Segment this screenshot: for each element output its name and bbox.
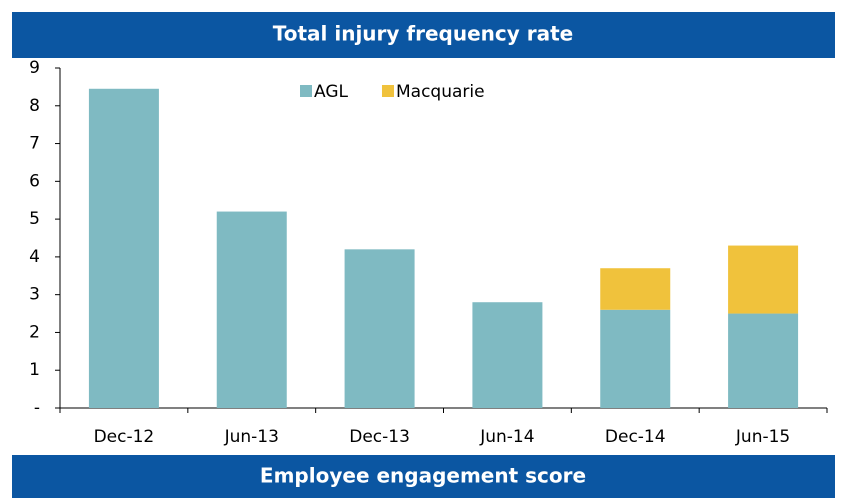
x-tick-label: Dec-12 (94, 427, 155, 447)
bar (600, 268, 671, 310)
bar (728, 313, 799, 408)
y-tick-label: 9 (29, 58, 40, 78)
x-tick-label: Dec-14 (605, 427, 666, 447)
bar (600, 309, 671, 408)
legend-label: Macquarie (396, 82, 485, 102)
legend-swatch (381, 85, 394, 97)
footer-title: Employee engagement score (260, 464, 586, 488)
bar (728, 245, 799, 314)
x-tick-label: Jun-15 (735, 427, 790, 447)
y-tick-label: 6 (29, 171, 40, 191)
bar (344, 249, 415, 408)
legend-swatch (300, 85, 312, 97)
legend-label: AGL (314, 82, 349, 102)
y-tick-label: 3 (29, 285, 40, 305)
x-tick-label: Jun-14 (479, 427, 534, 447)
bar (216, 211, 287, 408)
title-banner (12, 12, 835, 58)
y-tick-label: 2 (29, 322, 40, 342)
bar (472, 302, 543, 408)
footer-banner (12, 455, 835, 498)
y-tick-label: - (34, 398, 40, 418)
y-tick-label: 7 (29, 134, 40, 154)
x-tick-label: Dec-13 (349, 427, 410, 447)
chart-title: Total injury frequency rate (273, 22, 573, 46)
bar (88, 88, 159, 409)
x-tick-label: Jun-13 (224, 427, 279, 447)
y-tick-label: 5 (29, 209, 40, 229)
y-tick-label: 8 (29, 96, 40, 116)
y-tick-label: 1 (29, 360, 40, 380)
y-tick-label: 4 (29, 247, 40, 267)
